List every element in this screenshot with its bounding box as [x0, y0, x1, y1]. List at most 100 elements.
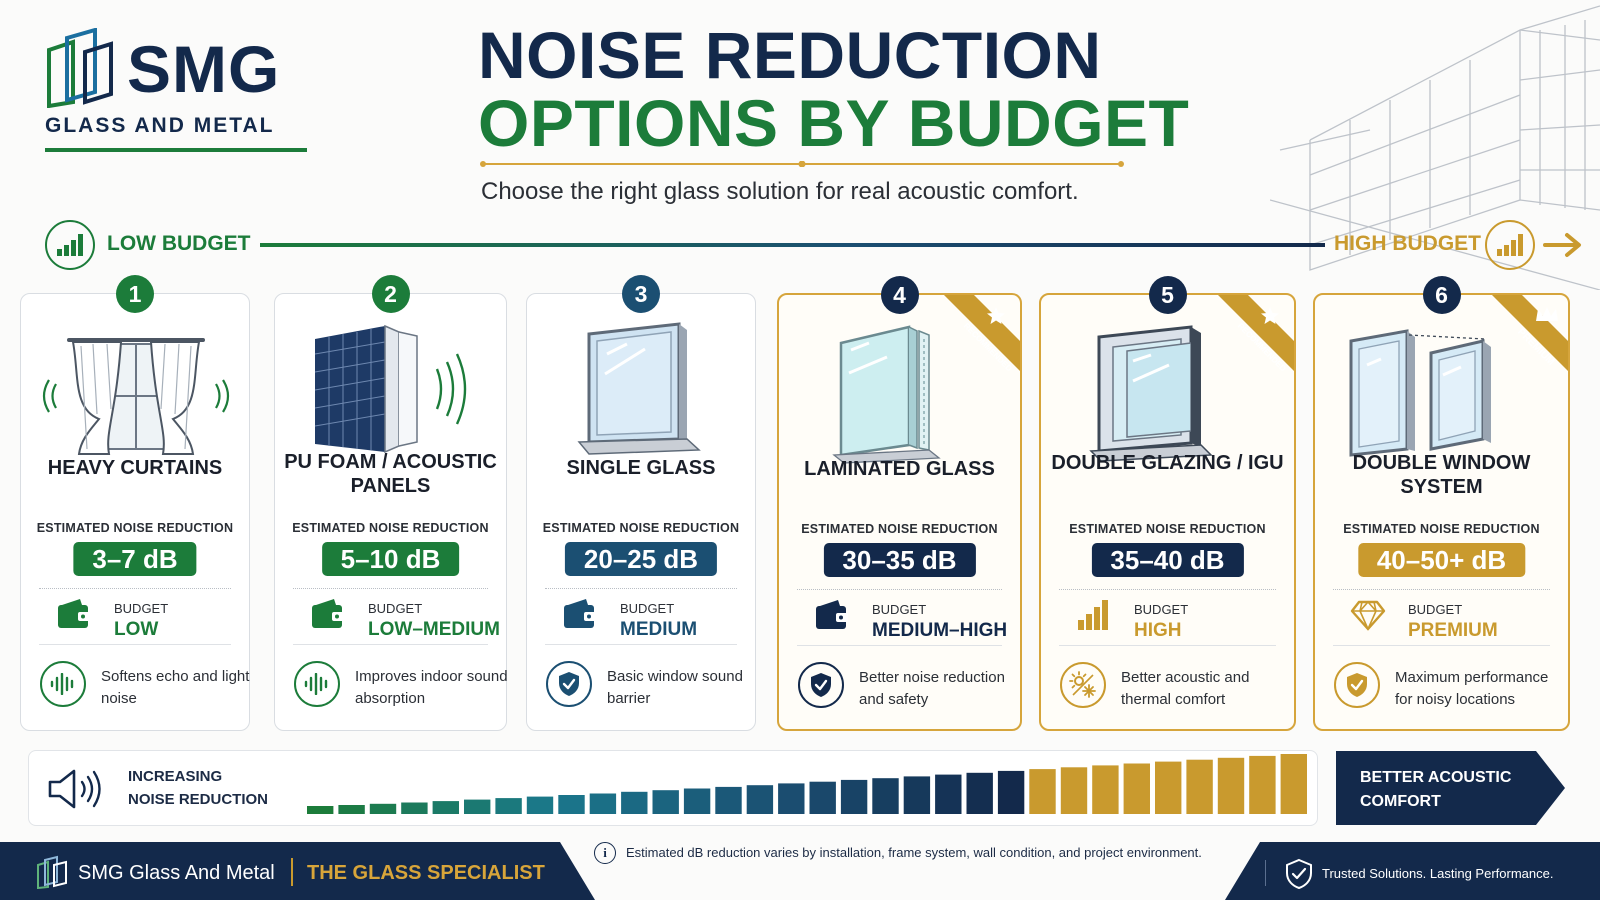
- divider: [1059, 645, 1276, 646]
- noise-reduction-label: ESTIMATED NOISE REDUCTION: [1069, 522, 1266, 536]
- budget-value: MEDIUM–HIGH: [872, 620, 1008, 641]
- band-label-line2: NOISE REDUCTION: [128, 790, 269, 808]
- noise-reduction-label: ESTIMATED NOISE REDUCTION: [542, 521, 740, 535]
- noise-level-bar: [495, 798, 522, 814]
- divider: [39, 588, 231, 589]
- option-card-acoustic-panels[interactable]: 2 PU FOAM / ACOUSTIC PANELS ESTIMATED NO…: [274, 275, 508, 731]
- noise-level-bars: [307, 754, 1307, 814]
- noise-level-bar: [997, 770, 1025, 814]
- brand-logo: SMG GLASS AND METAL: [45, 28, 310, 154]
- sun-snow-icon: [1069, 671, 1096, 698]
- noise-level-bar: [840, 779, 868, 814]
- footer-separator: [1265, 860, 1266, 886]
- feature-icon-ring: [1060, 662, 1106, 708]
- noise-level-bar: [1280, 754, 1307, 814]
- card-number-badge: 1: [116, 275, 154, 313]
- feature-text: Better acoustic and thermal comfort: [1121, 669, 1250, 708]
- card-title: SINGLE GLASS: [566, 457, 716, 479]
- noise-level-bar: [526, 796, 554, 814]
- noise-level-bar: [401, 802, 428, 814]
- noise-level-bar: [715, 786, 742, 814]
- wallet-icon: [58, 599, 90, 628]
- card-number-badge: 3: [622, 275, 660, 313]
- noise-level-bar: [432, 801, 459, 814]
- bar-chart-icon: [1078, 600, 1108, 630]
- footer-divider: [291, 858, 293, 886]
- laminated-glass-icon: [832, 325, 941, 464]
- star-icon: [1261, 307, 1279, 324]
- noise-level-bar: [369, 803, 397, 814]
- brand-tagline: GLASS AND METAL: [45, 114, 275, 137]
- info-icon: i: [594, 842, 616, 864]
- noise-reduction-label: ESTIMATED NOISE REDUCTION: [1343, 522, 1540, 536]
- option-card-double-window[interactable]: PREMIUM 6 DOUBLE WINDOW SYSTEM ESTIMATED…: [1313, 276, 1570, 731]
- page-title-line1: NOISE REDUCTION: [478, 18, 1102, 92]
- single-glass-icon: [577, 322, 701, 455]
- better-comfort-line1: BETTER ACOUSTIC: [1360, 769, 1512, 786]
- arrow-right-icon: [1543, 233, 1581, 257]
- option-card-heavy-curtains[interactable]: 1 HEAVY CURTAINS ESTIMATED NOISE REDUCTI…: [20, 275, 250, 731]
- card-title: DOUBLE WINDOW SYSTEM: [1352, 452, 1531, 498]
- feature-text: Softens echo and light noise: [101, 668, 250, 707]
- option-card-laminated-glass[interactable]: RECOMMENDED 4 LAMINATED GLASS ESTIMATED …: [777, 276, 1022, 731]
- divider: [1333, 645, 1550, 646]
- divider: [293, 588, 488, 589]
- card-number-badge: 2: [371, 275, 410, 313]
- feature-text: Maximum performance for noisy locations: [1395, 669, 1549, 708]
- option-card-single-glass[interactable]: 3 SINGLE GLASS ESTIMATED NOISE REDUCTION…: [526, 275, 756, 731]
- budget-key: BUDGET: [620, 601, 675, 616]
- divider: [797, 589, 1002, 590]
- noise-level-bar: [966, 772, 993, 814]
- wallet-icon: [816, 600, 848, 629]
- budget-key: BUDGET: [1408, 602, 1463, 617]
- feature-icon-ring: [294, 661, 340, 707]
- noise-level-bar: [746, 785, 774, 814]
- budget-scale-line: [260, 243, 1325, 247]
- db-badge: 5–10 dB: [321, 542, 460, 576]
- noise-level-bar: [1092, 765, 1119, 814]
- feature-text: Basic window sound barrier: [607, 668, 743, 707]
- footer-trust: Trusted Solutions. Lasting Performance.: [1322, 866, 1554, 881]
- budget-key: BUDGET: [368, 601, 423, 616]
- noise-level-bar: [621, 791, 648, 814]
- card-title: PU FOAM / ACOUSTIC PANELS: [284, 451, 497, 497]
- recommended-ribbon: RECOMMENDED: [1218, 295, 1294, 371]
- noise-level-bar: [872, 778, 899, 814]
- noise-level-bar: [1060, 767, 1088, 814]
- soundwave-icon: [50, 673, 74, 695]
- noise-level-bar: [903, 776, 931, 814]
- noise-reduction-label: ESTIMATED NOISE REDUCTION: [801, 522, 998, 536]
- card-title: HEAVY CURTAINS: [47, 457, 223, 479]
- signal-bars-icon: [57, 234, 83, 256]
- budget-value: HIGH: [1134, 620, 1182, 641]
- premium-ribbon: PREMIUM: [1492, 295, 1568, 371]
- noise-level-bar: [1029, 769, 1056, 814]
- budget-key: BUDGET: [872, 602, 927, 617]
- shield-check-icon: [1286, 858, 1312, 890]
- divider: [1333, 589, 1550, 590]
- low-budget-icon: [45, 220, 95, 270]
- double-glazing-icon: [1089, 325, 1213, 462]
- noise-reduction-label: ESTIMATED NOISE REDUCTION: [292, 521, 489, 535]
- noise-level-bar: [558, 795, 585, 814]
- card-number-badge: 4: [880, 276, 919, 314]
- soundwave-icon: [304, 673, 328, 695]
- db-badge: 20–25 dB: [564, 542, 718, 576]
- shield-check-icon: [1347, 673, 1367, 697]
- noise-level-bar: [1186, 759, 1213, 814]
- noise-level-bar: [307, 806, 334, 814]
- budget-value: LOW–MEDIUM: [368, 619, 500, 640]
- budget-key: BUDGET: [114, 601, 169, 616]
- page-subtitle: Choose the right glass solution for real…: [481, 178, 1079, 205]
- double-window-icon: [1349, 329, 1491, 457]
- card-title: LAMINATED GLASS: [804, 458, 995, 480]
- speaker-icon: [48, 769, 101, 809]
- db-badge: 40–50+ dB: [1357, 543, 1526, 577]
- curtains-icon: [42, 338, 230, 455]
- star-icon: [987, 307, 1005, 324]
- option-card-double-glazing[interactable]: RECOMMENDED 5 DOUBLE GLAZING / IGU ESTIM…: [1039, 276, 1296, 731]
- db-badge: 35–40 dB: [1091, 543, 1244, 577]
- wallet-icon: [312, 599, 344, 628]
- budget-value: LOW: [114, 619, 159, 640]
- noise-level-bar: [935, 774, 962, 814]
